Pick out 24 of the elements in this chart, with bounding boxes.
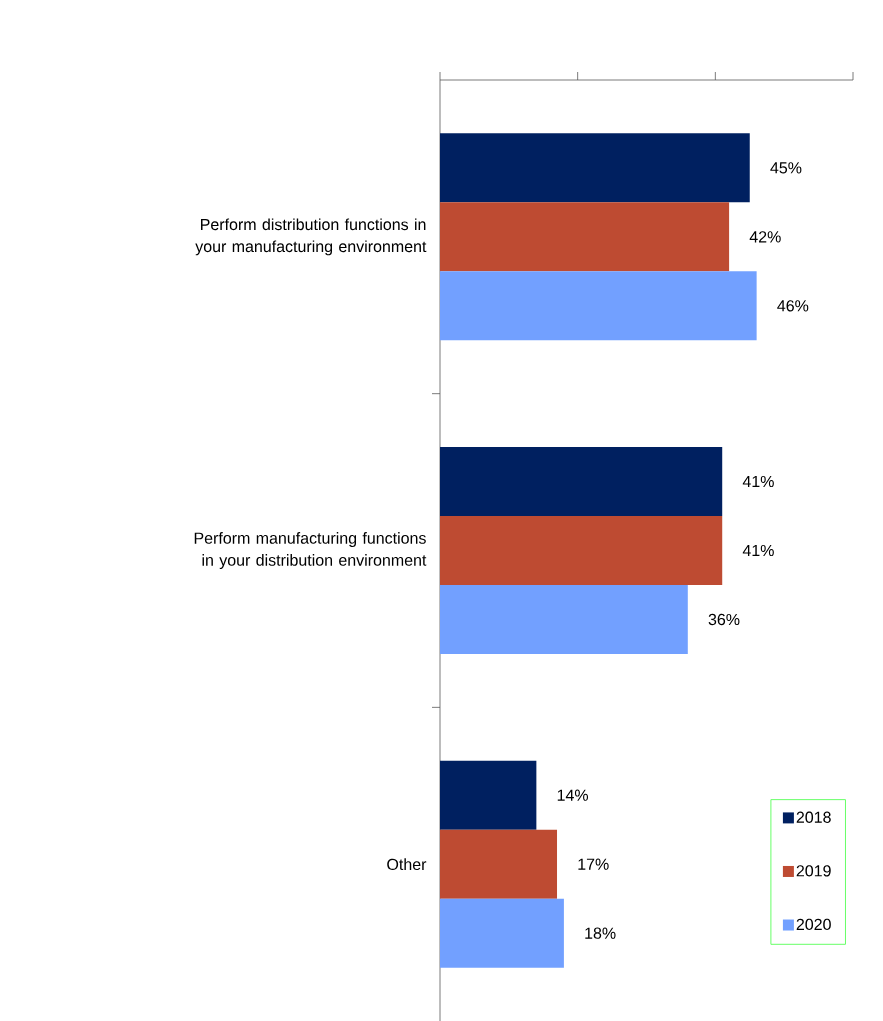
data-label: 41% xyxy=(742,475,774,488)
bar xyxy=(440,585,688,655)
legend-label: 2018 xyxy=(796,811,831,823)
bar xyxy=(440,202,730,272)
bar xyxy=(440,829,558,899)
y-tick-label: Perform manufacturing functions in your distribution environment xyxy=(194,532,427,569)
data-label: 36% xyxy=(708,613,740,626)
data-label: 14% xyxy=(557,789,589,801)
y-tick-label: Other xyxy=(387,858,427,871)
data-label: 17% xyxy=(578,858,609,870)
data-label: 45% xyxy=(770,162,802,174)
bar xyxy=(440,898,564,968)
data-label: 41% xyxy=(742,544,774,557)
bar xyxy=(440,271,757,341)
data-label: 46% xyxy=(777,300,809,312)
legend-label: 2020 xyxy=(796,918,831,931)
data-label: 18% xyxy=(585,927,616,939)
bar xyxy=(440,446,723,517)
y-tick-label: Perform distribution functions in your manufacturing environment xyxy=(195,218,427,256)
legend-label: 2019 xyxy=(796,865,831,877)
data-label: 42% xyxy=(749,231,781,243)
bar xyxy=(440,760,537,830)
bar xyxy=(440,133,750,203)
bar xyxy=(440,516,723,586)
